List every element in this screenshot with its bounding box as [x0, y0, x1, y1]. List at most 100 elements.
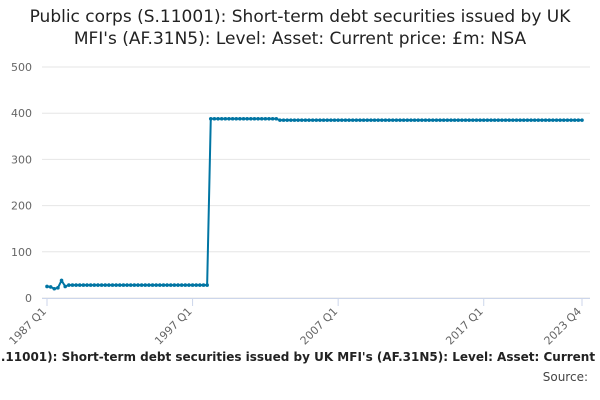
data-point: [445, 118, 450, 122]
data-point: [168, 283, 173, 287]
data-point: [471, 118, 475, 122]
data-point: [547, 118, 552, 122]
data-point: [554, 118, 559, 122]
data-point: [511, 118, 515, 122]
data-point: [147, 283, 151, 287]
data-point: [158, 283, 162, 287]
data-point: [347, 118, 351, 122]
data-point: [56, 286, 60, 290]
x-tick-label: 2007 Q1: [298, 305, 341, 348]
data-point: [551, 118, 555, 122]
data-point: [59, 278, 64, 283]
data-point: [463, 118, 468, 122]
data-point: [376, 118, 380, 122]
data-point: [52, 286, 57, 291]
data-point: [92, 283, 97, 287]
data-point: [299, 118, 304, 122]
data-point: [500, 118, 504, 122]
data-point: [412, 118, 417, 122]
data-point: [117, 283, 122, 287]
data-point: [492, 118, 497, 122]
data-point: [565, 118, 570, 122]
data-point: [187, 283, 191, 287]
data-point: [172, 283, 177, 287]
data-point: [296, 118, 300, 122]
data-point: [201, 283, 206, 287]
data-point: [114, 283, 118, 287]
data-point: [441, 118, 446, 122]
data-point: [325, 118, 330, 122]
data-point: [310, 118, 315, 122]
data-point: [107, 283, 111, 287]
data-point: [409, 118, 413, 122]
data-point: [176, 283, 180, 287]
data-point: [190, 283, 195, 287]
data-point: [249, 116, 253, 121]
data-point: [394, 118, 399, 122]
data-point: [369, 118, 373, 122]
data-point: [467, 118, 471, 122]
data-point: [63, 284, 67, 289]
data-point: [390, 118, 395, 122]
data-point: [350, 118, 355, 122]
data-point: [256, 116, 260, 121]
data-point: [358, 118, 362, 122]
data-point: [198, 283, 202, 287]
data-point: [572, 118, 577, 122]
data-point: [212, 116, 217, 121]
data-point: [238, 116, 242, 121]
data-point: [405, 118, 410, 122]
data-point: [343, 118, 348, 122]
data-point: [438, 118, 442, 122]
data-point: [489, 118, 493, 122]
data-point: [529, 118, 533, 122]
data-point: [121, 283, 126, 287]
data-point: [179, 283, 184, 287]
data-point: [521, 118, 526, 122]
data-point: [154, 283, 158, 287]
data-point: [569, 118, 573, 122]
x-tick-label: 2017 Q1: [443, 305, 486, 348]
x-tick-label: 1997 Q1: [152, 305, 195, 348]
data-point: [161, 283, 166, 287]
data-point: [474, 118, 479, 122]
data-point: [481, 118, 486, 122]
data-point: [139, 283, 144, 287]
data-point: [143, 283, 148, 287]
data-point: [336, 118, 340, 122]
data-point: [292, 118, 297, 122]
data-point: [70, 283, 75, 287]
source: Source:: [543, 370, 588, 384]
data-point: [230, 116, 235, 121]
data-point: [263, 116, 268, 121]
data-point: [318, 118, 322, 122]
data-point: [234, 116, 239, 121]
data-point: [387, 118, 391, 122]
data-point: [241, 116, 246, 121]
data-point: [383, 118, 388, 122]
data-point: [110, 283, 115, 287]
data-point: [449, 118, 453, 122]
data-point: [401, 118, 406, 122]
data-point: [485, 118, 490, 122]
data-point: [427, 118, 431, 122]
y-tick-label: 100: [11, 246, 32, 259]
data-point: [416, 118, 421, 122]
data-point: [132, 283, 137, 287]
data-point: [307, 118, 311, 122]
y-tick-label: 300: [11, 153, 32, 166]
data-point: [48, 285, 53, 289]
data-point: [372, 118, 377, 122]
data-point: [540, 118, 544, 122]
data-point: [430, 118, 435, 122]
data-point: [478, 118, 482, 122]
x-tick-label: 1987 Q1: [7, 305, 50, 348]
data-point: [365, 118, 370, 122]
data-point: [329, 118, 333, 122]
data-point: [580, 118, 584, 122]
data-point: [558, 118, 562, 122]
data-point: [314, 118, 319, 122]
data-point: [380, 118, 384, 122]
